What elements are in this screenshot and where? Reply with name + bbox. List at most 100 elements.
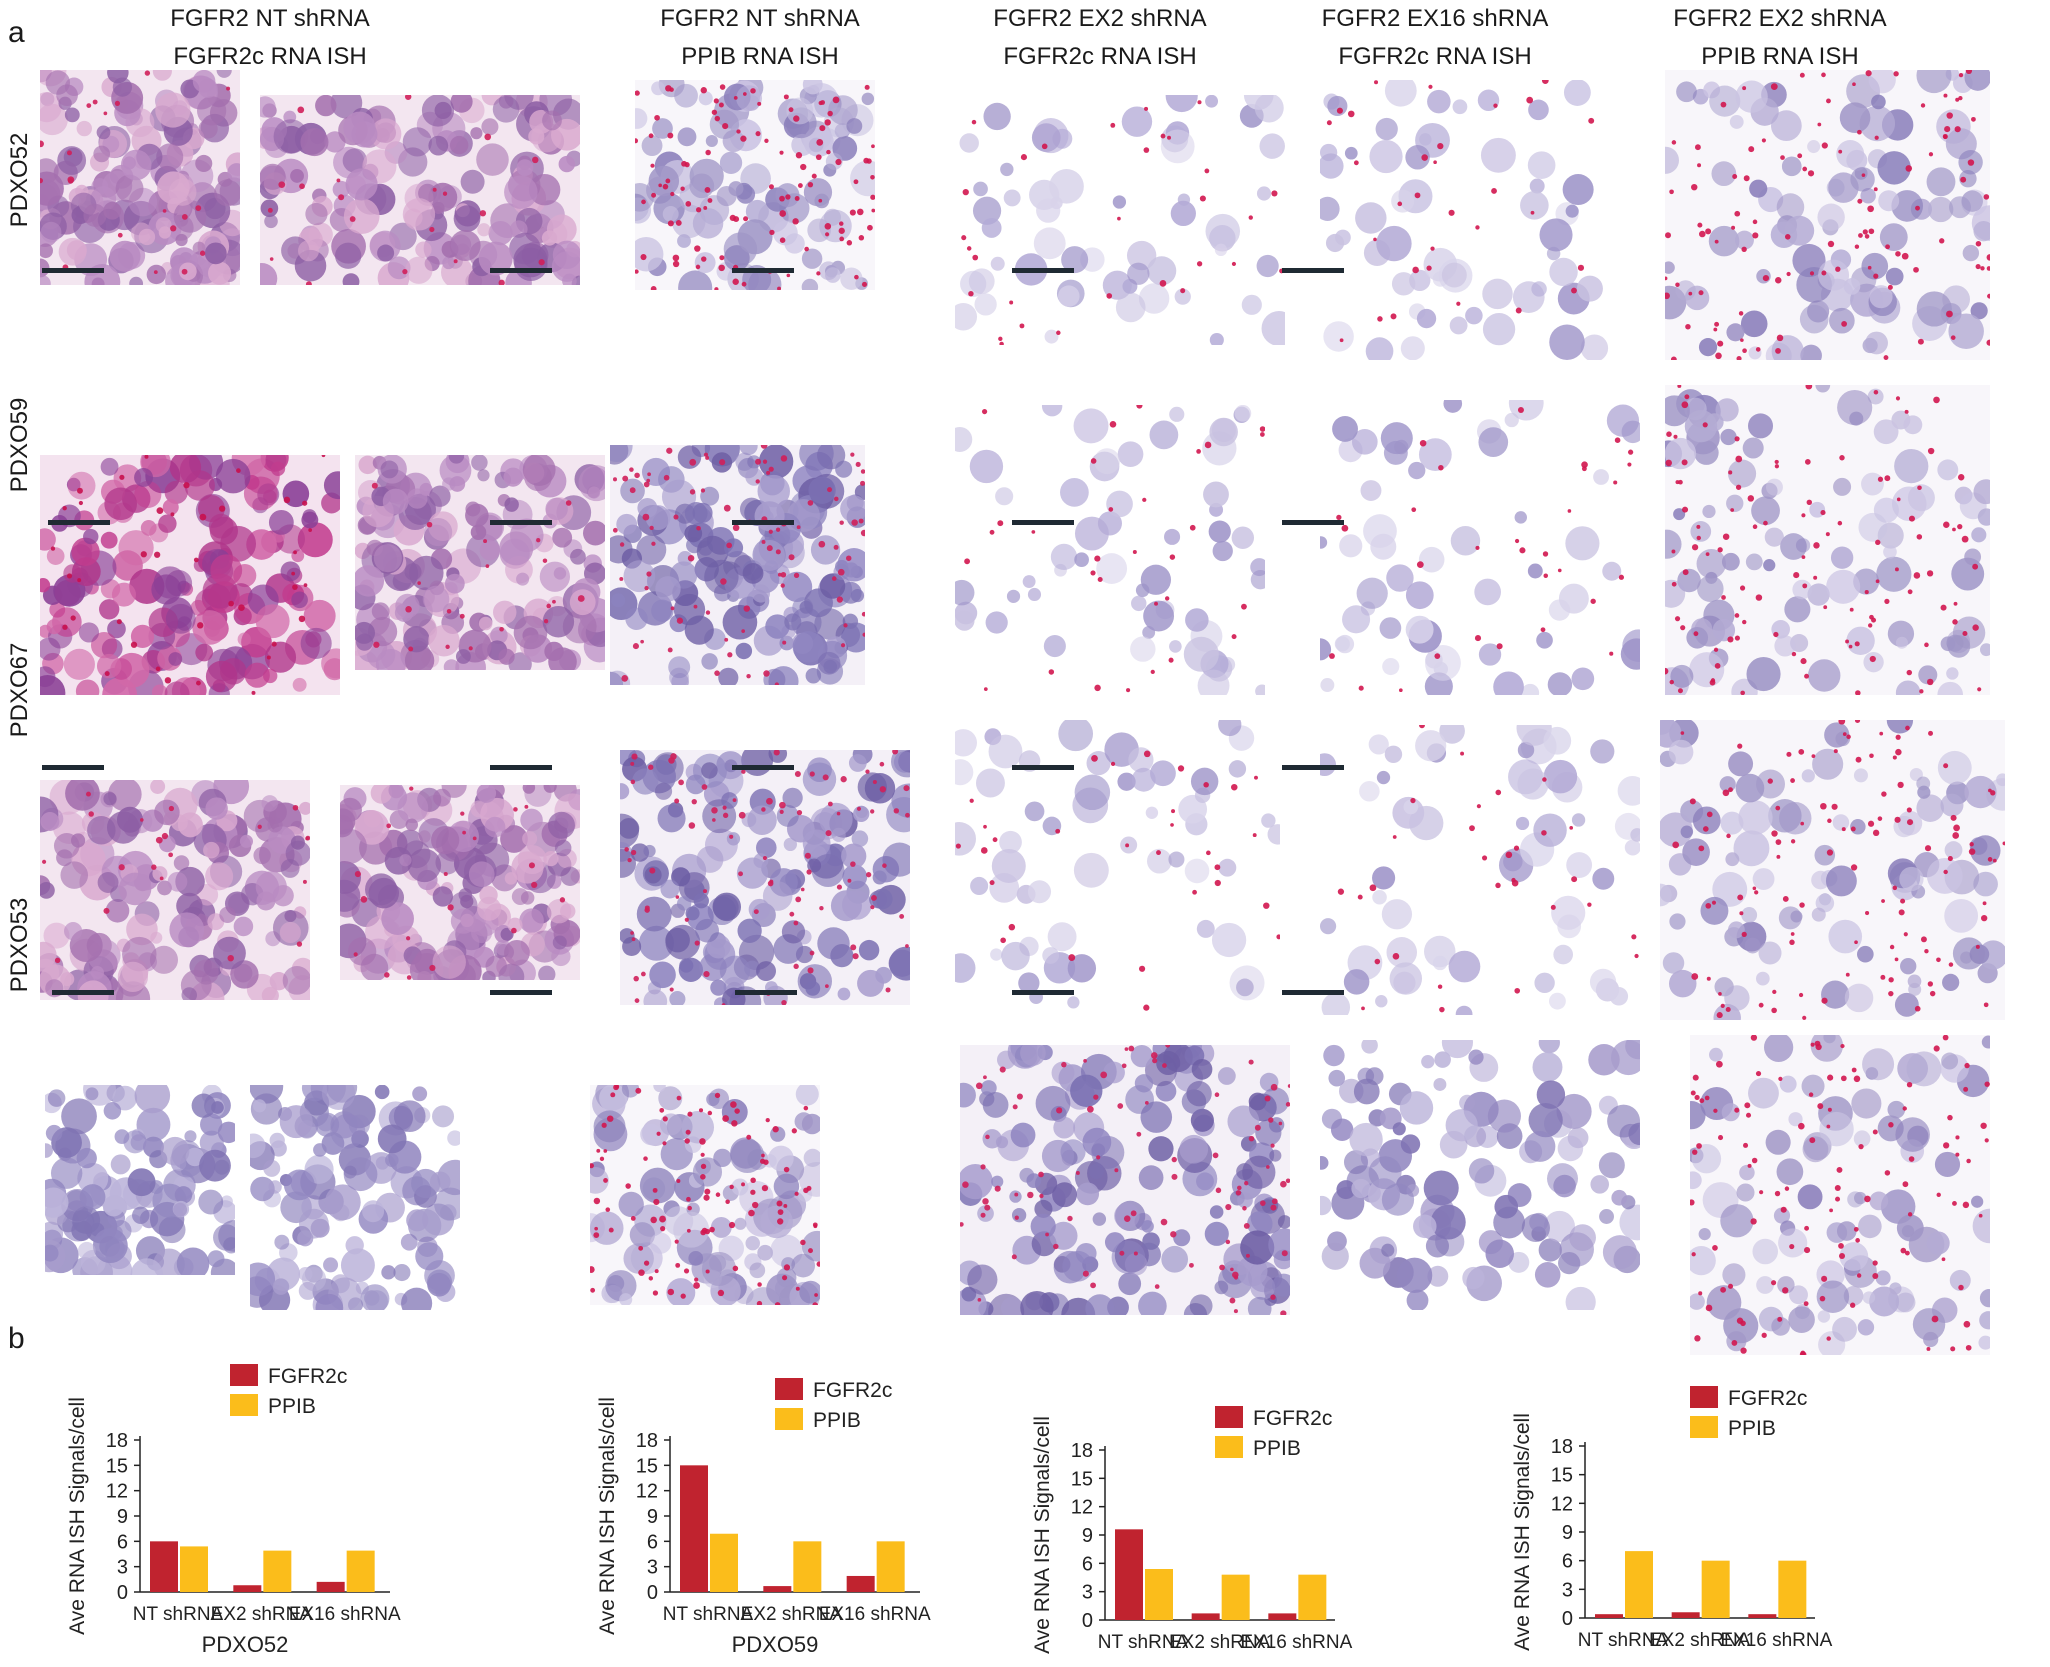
legend-label: PPIB [813, 1409, 861, 1432]
x-tick-label: EX2 shRNA [741, 1604, 843, 1625]
x-tick-label: EX16 shRNA [1720, 1630, 1832, 1651]
bar-ppib [180, 1546, 208, 1592]
x-tick-label: EX16 shRNA [1240, 1632, 1352, 1653]
bar-chart-pdxo59: 0 3 6 9 12 15 18 NT shRNA EX2 shRNA EX16 shRNA FGF… [575, 1340, 1015, 1662]
y-tick-label: 12 [106, 1481, 128, 1503]
scale-bar [1282, 990, 1344, 995]
scale-bar [490, 520, 552, 525]
chart-title: PDXO53 [1637, 1658, 1724, 1662]
legend-label: PPIB [1253, 1437, 1301, 1460]
column-header-line2: PPIB RNA ISH [1701, 43, 1859, 70]
micrograph-image [1320, 80, 1610, 360]
micrograph-image [955, 720, 1280, 1015]
scale-bar [732, 765, 794, 770]
bar-ppib [1145, 1569, 1173, 1620]
scale-bar [490, 990, 552, 995]
y-tick-label: 9 [647, 1506, 658, 1528]
bar-chart-pdxo53: 0 3 6 9 12 15 18 NT shRNA EX2 shRNA EX16 shRNA FGF… [1490, 1340, 1930, 1667]
scale-bar [1282, 765, 1344, 770]
bar-ppib [793, 1541, 822, 1592]
legend-swatch-ppib [230, 1394, 258, 1416]
micrograph-image [40, 455, 340, 695]
legend-swatch-ppib [1215, 1436, 1243, 1458]
y-tick-label: 18 [1071, 1440, 1093, 1462]
y-tick-label: 3 [1082, 1582, 1093, 1604]
scale-bar [1282, 268, 1344, 273]
bar-ppib [1701, 1560, 1730, 1618]
column-header-line1: FGFR2 NT shRNA [660, 5, 860, 32]
bar-ppib [346, 1550, 375, 1592]
micrograph-image [620, 750, 910, 1005]
y-axis-label: Ave RNA ISH Signals/cell [66, 1397, 89, 1635]
scale-bar [490, 765, 552, 770]
bar-fgfr2c [150, 1541, 178, 1592]
scale-bar [490, 268, 552, 273]
bar-ppib [1778, 1560, 1807, 1618]
bar-fgfr2c [763, 1586, 792, 1592]
scale-bar [732, 268, 794, 273]
legend-swatch-ppib [1690, 1416, 1718, 1438]
y-tick-label: 12 [636, 1481, 658, 1503]
bar-ppib [876, 1541, 905, 1592]
micrograph-image [40, 780, 310, 1000]
column-header-line1: FGFR2 EX16 shRNA [1321, 5, 1549, 32]
bar-fgfr2c [1268, 1613, 1297, 1620]
column-header-1: FGFR2 NT shRNA FGFR2c RNA ISH [130, 0, 410, 76]
y-tick-label: 15 [106, 1455, 128, 1477]
bar-fgfr2c [1671, 1612, 1700, 1618]
y-tick-label: 3 [1562, 1579, 1573, 1601]
scale-bar [42, 765, 104, 770]
micrograph-image [1320, 1040, 1640, 1310]
column-header-2: FGFR2 NT shRNA PPIB RNA ISH [620, 0, 900, 76]
y-tick-label: 9 [117, 1506, 128, 1528]
micrograph-image [610, 445, 865, 685]
micrograph-image [955, 405, 1265, 695]
y-tick-label: 0 [647, 1582, 658, 1604]
panel-b-label: b [8, 1322, 25, 1355]
scale-bar [1012, 765, 1074, 770]
y-tick-label: 15 [636, 1455, 658, 1477]
column-header-line2: PPIB RNA ISH [681, 43, 839, 70]
bar-ppib [263, 1550, 292, 1592]
y-tick-label: 3 [647, 1557, 658, 1579]
y-tick-label: 18 [106, 1430, 128, 1452]
x-tick-label: EX2 shRNA [211, 1604, 313, 1625]
bar-fgfr2c [680, 1465, 708, 1592]
y-tick-label: 3 [117, 1557, 128, 1579]
micrograph-image [1320, 725, 1640, 1015]
bar-chart-pdxo67: 0 3 6 9 12 15 18 NT shRNA EX2 shRNA EX16 shRNA FGF… [1010, 1340, 1450, 1667]
y-tick-label: 18 [636, 1430, 658, 1452]
y-axis-label: Ave RNA ISH Signals/cell [1511, 1413, 1534, 1651]
column-header-line2: FGFR2c RNA ISH [1003, 43, 1197, 70]
bar-fgfr2c [1748, 1614, 1777, 1618]
y-tick-label: 9 [1082, 1525, 1093, 1547]
legend-swatch-fgfr2c [1215, 1406, 1243, 1428]
bar-ppib [1221, 1574, 1250, 1620]
micrograph-image [1660, 720, 2005, 1020]
y-tick-label: 15 [1071, 1468, 1093, 1490]
legend-swatch-fgfr2c [775, 1378, 803, 1400]
x-tick-label: EX2 shRNA [1649, 1630, 1751, 1651]
row-label-pdxo67: PDXO67 [6, 642, 33, 738]
bar-fgfr2c [1595, 1614, 1623, 1618]
y-tick-label: 9 [1562, 1522, 1573, 1544]
chart-title: PDXO59 [732, 1632, 819, 1657]
bar-chart-pdxo52: 0 3 6 9 12 15 18 NT shRNA EX2 shRNA EX16 shRNA FGF… [60, 1340, 500, 1662]
y-tick-label: 18 [1551, 1436, 1573, 1458]
micrograph-image [960, 1045, 1290, 1315]
micrograph-image [635, 80, 875, 290]
micrograph-image [1690, 1035, 1990, 1355]
micrograph-image [250, 1085, 460, 1310]
y-tick-label: 15 [1551, 1465, 1573, 1487]
y-axis-label: Ave RNA ISH Signals/cell [1031, 1416, 1054, 1654]
legend-label: PPIB [1728, 1417, 1776, 1440]
chart-title: PDXO52 [202, 1632, 289, 1657]
micrograph-image [955, 95, 1285, 345]
x-tick-label: NT shRNA [1098, 1632, 1189, 1653]
column-header-line2: FGFR2c RNA ISH [1338, 43, 1532, 70]
x-tick-label: NT shRNA [1578, 1630, 1669, 1651]
y-tick-label: 6 [647, 1531, 658, 1553]
